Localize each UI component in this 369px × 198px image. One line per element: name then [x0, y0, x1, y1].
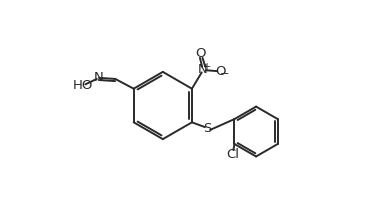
Text: O: O	[195, 47, 206, 60]
Text: −: −	[220, 69, 230, 79]
Text: Cl: Cl	[226, 148, 239, 161]
Text: O: O	[215, 65, 226, 78]
Text: HO: HO	[73, 79, 93, 92]
Text: S: S	[203, 122, 212, 135]
Text: N: N	[198, 63, 208, 76]
Text: N: N	[94, 71, 104, 84]
Text: +: +	[203, 62, 212, 72]
